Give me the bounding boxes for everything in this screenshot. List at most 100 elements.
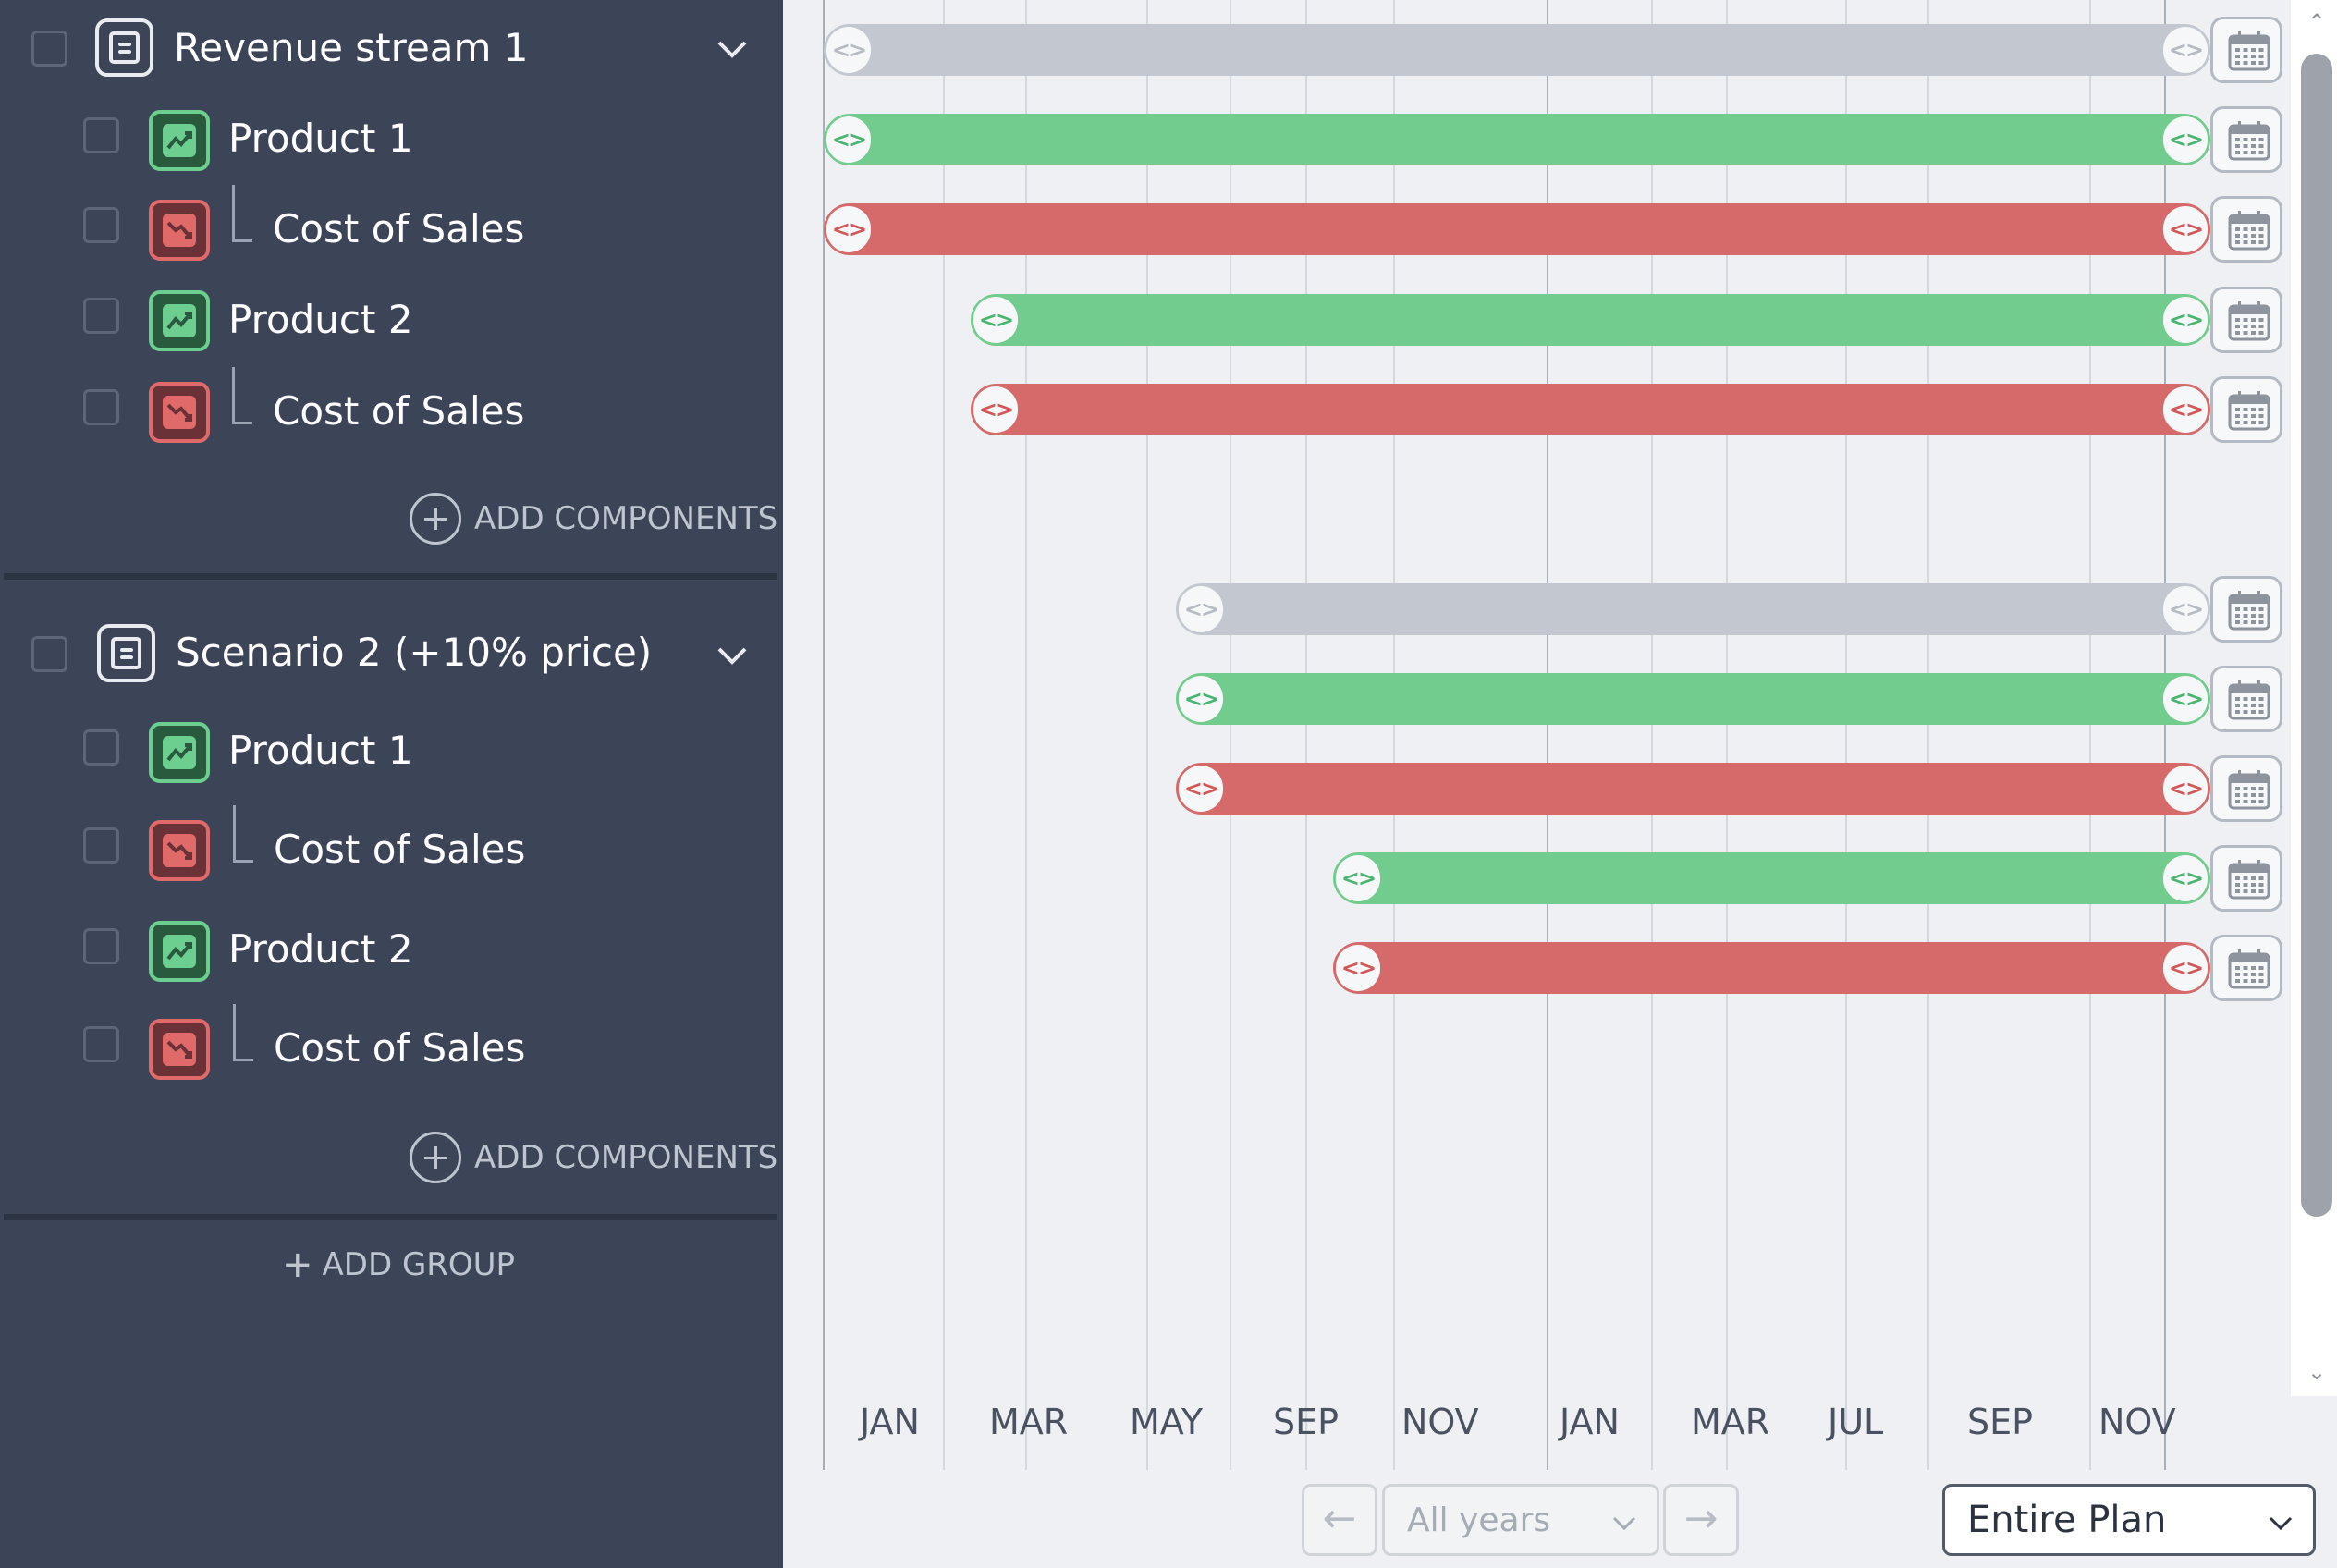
calendar-button[interactable] <box>2210 576 2282 643</box>
calendar-icon <box>2228 770 2270 810</box>
resize-handle-start-icon[interactable]: <> <box>826 206 871 252</box>
tree-connector <box>233 805 253 863</box>
revenue-timeline-bar[interactable]: <> <> <box>824 114 2210 165</box>
group-timeline-bar[interactable]: <> <> <box>1176 583 2210 635</box>
item-checkbox[interactable] <box>83 827 119 864</box>
resize-handle-end-icon[interactable]: <> <box>2163 297 2208 343</box>
group-timeline-bar[interactable]: <> <> <box>824 24 2210 76</box>
document-icon <box>95 18 153 77</box>
prev-year-button[interactable]: ← <box>1302 1484 1377 1556</box>
calendar-button[interactable] <box>2210 376 2282 443</box>
resize-handle-end-icon[interactable]: <> <box>2163 586 2208 632</box>
trend-up-icon <box>149 921 210 982</box>
component-label[interactable]: Cost of Sales <box>274 827 526 872</box>
chevron-down-icon[interactable] <box>714 31 751 68</box>
calendar-button[interactable] <box>2210 935 2282 1001</box>
add-components-button[interactable]: ADD COMPONENTS <box>410 491 777 546</box>
group-title[interactable]: Scenario 2 (+10% price) <box>176 630 653 675</box>
item-checkbox[interactable] <box>83 729 119 766</box>
calendar-button[interactable] <box>2210 17 2282 83</box>
calendar-button[interactable] <box>2210 287 2282 353</box>
component-label[interactable]: Product 1 <box>228 728 413 773</box>
timeline-grid-line <box>1393 0 1395 1470</box>
month-label: JAN <box>1560 1402 1620 1442</box>
next-year-button[interactable]: → <box>1663 1484 1739 1556</box>
timeline-grid-line <box>2164 0 2166 1470</box>
month-label: SEP <box>1273 1402 1340 1442</box>
resize-handle-end-icon[interactable]: <> <box>2163 206 2208 252</box>
year-select[interactable]: All years <box>1382 1484 1659 1556</box>
item-checkbox[interactable] <box>83 389 119 425</box>
resize-handle-end-icon[interactable]: <> <box>2163 945 2208 991</box>
plus-icon: + <box>282 1243 313 1286</box>
timeline-area: JAN MAR MAY SEP NOV JAN MAR JUL SEP NOV <> <> <> <> <>… <box>783 0 2337 1568</box>
add-components-label: ADD COMPONENTS <box>474 1139 778 1176</box>
revenue-timeline-bar[interactable]: <> <> <box>971 294 2210 346</box>
cost-timeline-bar[interactable]: <> <> <box>1333 942 2210 994</box>
add-group-button[interactable]: + ADD GROUP <box>282 1243 515 1286</box>
resize-handle-end-icon[interactable]: <> <box>2163 766 2208 812</box>
resize-handle-end-icon[interactable]: <> <box>2163 116 2208 163</box>
plan-select[interactable]: Entire Plan <box>1942 1484 2316 1556</box>
month-label: MAR <box>1691 1402 1770 1442</box>
calendar-icon <box>2228 301 2270 341</box>
trend-up-icon <box>149 722 210 783</box>
item-checkbox[interactable] <box>83 928 119 964</box>
calendar-icon <box>2228 121 2270 161</box>
group-divider <box>4 573 777 580</box>
plus-circle-icon <box>410 1132 461 1183</box>
item-checkbox[interactable] <box>83 207 119 243</box>
timeline-grid-line <box>1845 0 1847 1470</box>
group-title[interactable]: Revenue stream 1 <box>174 25 529 70</box>
timeline-grid-line <box>2089 0 2091 1470</box>
timeline-grid-line <box>1230 0 1231 1470</box>
resize-handle-start-icon[interactable]: <> <box>826 116 871 163</box>
resize-handle-end-icon[interactable]: <> <box>2163 676 2208 722</box>
scroll-down-icon[interactable]: ⌄ <box>2306 1359 2327 1385</box>
resize-handle-end-icon[interactable]: <> <box>2163 27 2208 73</box>
resize-handle-end-icon[interactable]: <> <box>2163 386 2208 433</box>
resize-handle-start-icon[interactable]: <> <box>973 297 1018 343</box>
resize-handle-start-icon[interactable]: <> <box>1336 945 1380 991</box>
calendar-button[interactable] <box>2210 755 2282 822</box>
revenue-timeline-bar[interactable]: <> <> <box>1176 673 2210 725</box>
resize-handle-start-icon[interactable]: <> <box>973 386 1018 433</box>
component-label[interactable]: Product 1 <box>228 116 413 161</box>
calendar-icon <box>2228 31 2270 71</box>
revenue-timeline-bar[interactable]: <> <> <box>1333 852 2210 904</box>
resize-handle-start-icon[interactable]: <> <box>1336 855 1380 901</box>
add-components-button[interactable]: ADD COMPONENTS <box>410 1130 777 1185</box>
tree-connector <box>233 1004 253 1061</box>
timeline-grid-line <box>1305 0 1307 1470</box>
component-label[interactable]: Product 2 <box>228 297 413 342</box>
resize-handle-end-icon[interactable]: <> <box>2163 855 2208 901</box>
component-label[interactable]: Product 2 <box>228 926 413 972</box>
resize-handle-start-icon[interactable]: <> <box>1179 676 1223 722</box>
timeline-grid-line <box>1547 0 1548 1470</box>
item-checkbox[interactable] <box>83 298 119 334</box>
year-select-value: All years <box>1407 1501 1551 1539</box>
item-checkbox[interactable] <box>83 117 119 153</box>
group-checkbox[interactable] <box>31 31 67 67</box>
group-checkbox[interactable] <box>31 636 67 672</box>
add-group-label: ADD GROUP <box>322 1246 516 1283</box>
scroll-up-icon[interactable]: ⌃ <box>2306 9 2327 35</box>
component-label[interactable]: Cost of Sales <box>274 1025 526 1071</box>
item-checkbox[interactable] <box>83 1026 119 1062</box>
resize-handle-start-icon[interactable]: <> <box>1179 586 1223 632</box>
calendar-button[interactable] <box>2210 845 2282 912</box>
chevron-down-icon[interactable] <box>714 638 751 675</box>
calendar-button[interactable] <box>2210 106 2282 173</box>
calendar-button[interactable] <box>2210 666 2282 732</box>
cost-timeline-bar[interactable]: <> <> <box>824 203 2210 255</box>
cost-timeline-bar[interactable]: <> <> <box>971 384 2210 435</box>
resize-handle-start-icon[interactable]: <> <box>1179 766 1223 812</box>
calendar-button[interactable] <box>2210 196 2282 263</box>
trend-up-icon <box>149 290 210 351</box>
resize-handle-start-icon[interactable]: <> <box>826 27 871 73</box>
cost-timeline-bar[interactable]: <> <> <box>1176 763 2210 815</box>
month-label: NOV <box>2098 1402 2176 1442</box>
component-label[interactable]: Cost of Sales <box>273 388 525 434</box>
scroll-thumb[interactable] <box>2301 54 2332 1217</box>
component-label[interactable]: Cost of Sales <box>273 206 525 251</box>
